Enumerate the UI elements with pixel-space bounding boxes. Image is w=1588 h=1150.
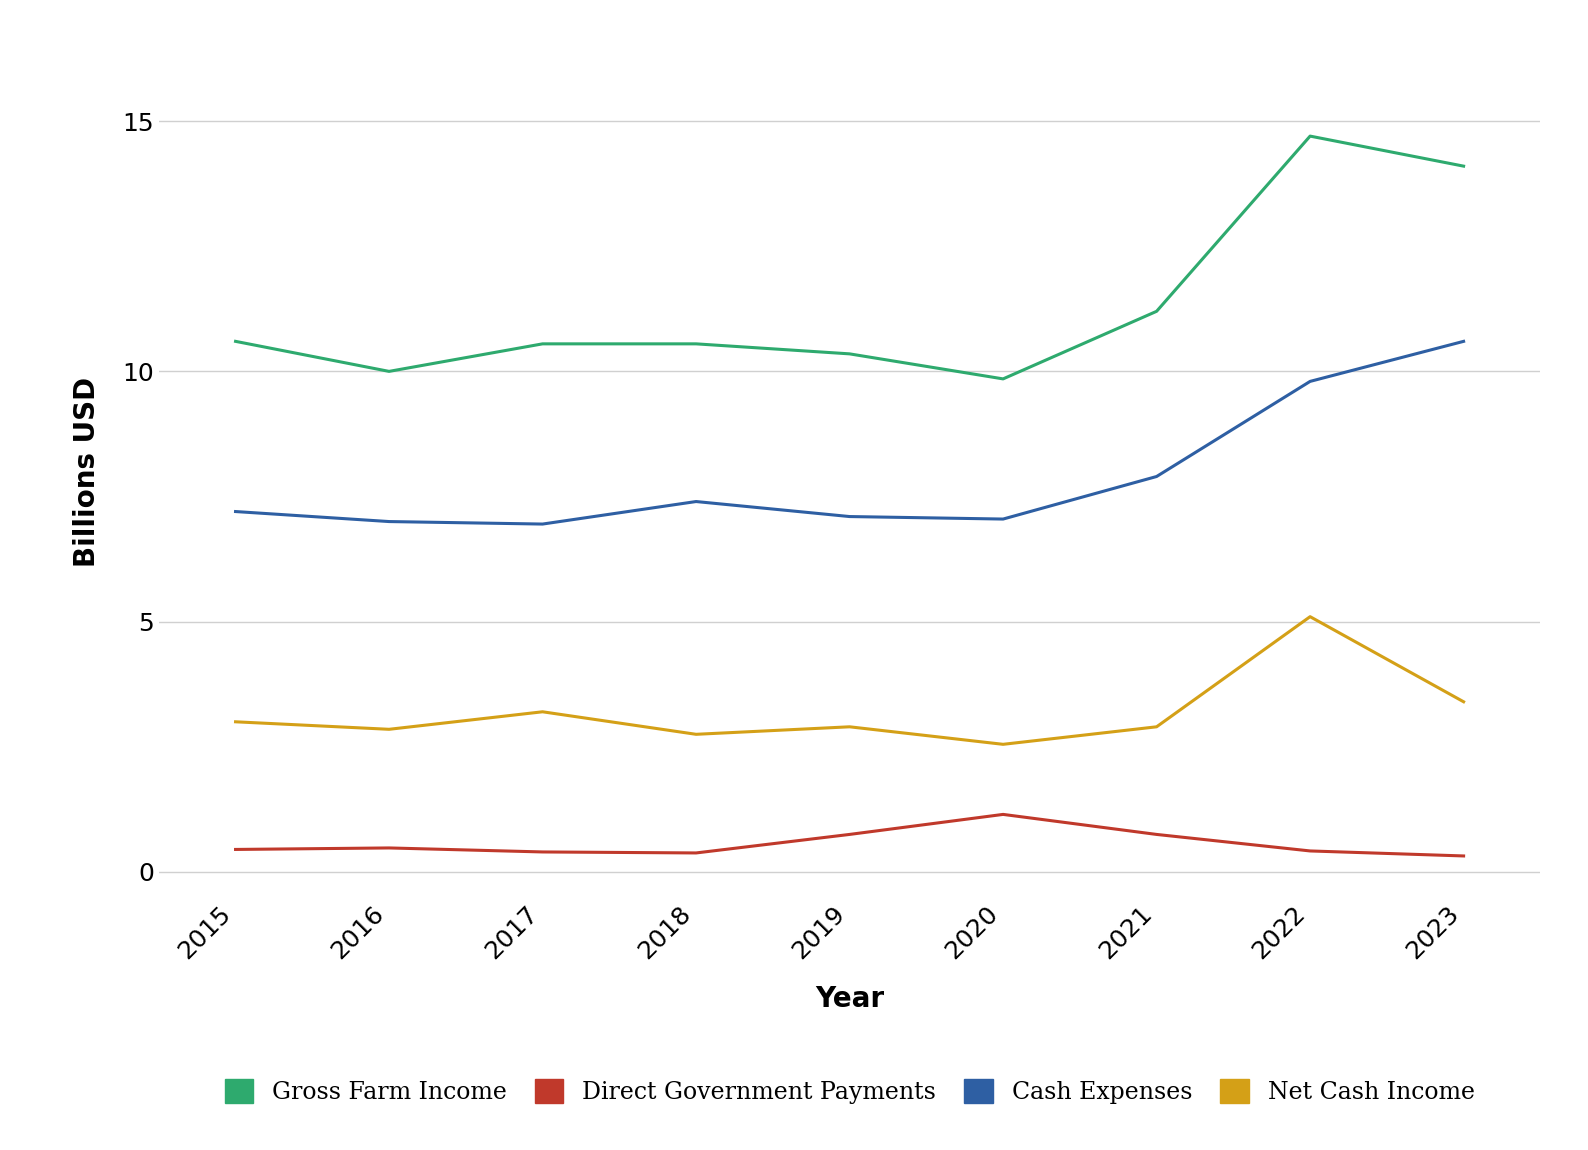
Net Cash Income xyxy=(1147,720,1166,734)
Net Cash Income xyxy=(840,720,859,734)
Net Cash Income xyxy=(534,705,553,719)
Legend: Gross Farm Income, Direct Government Payments, Cash Expenses, Net Cash Income: Gross Farm Income, Direct Government Pay… xyxy=(224,1079,1475,1104)
Cash Expenses xyxy=(225,505,245,519)
Net Cash Income xyxy=(994,737,1013,751)
Line: Net Cash Income: Net Cash Income xyxy=(235,616,1464,744)
Cash Expenses xyxy=(534,518,553,531)
Direct Government Payments xyxy=(534,845,553,859)
Gross Farm Income xyxy=(686,337,705,351)
Gross Farm Income xyxy=(1147,305,1166,319)
Cash Expenses xyxy=(380,515,399,529)
Cash Expenses xyxy=(1301,375,1320,389)
Cash Expenses xyxy=(686,494,705,508)
Line: Gross Farm Income: Gross Farm Income xyxy=(235,136,1464,378)
Net Cash Income xyxy=(1455,695,1474,708)
Direct Government Payments xyxy=(686,846,705,860)
Direct Government Payments xyxy=(840,828,859,842)
Direct Government Payments xyxy=(225,843,245,857)
Direct Government Payments xyxy=(1301,844,1320,858)
Gross Farm Income xyxy=(534,337,553,351)
Line: Direct Government Payments: Direct Government Payments xyxy=(235,814,1464,856)
Gross Farm Income xyxy=(225,335,245,348)
Cash Expenses xyxy=(994,512,1013,526)
Net Cash Income xyxy=(225,715,245,729)
Cash Expenses xyxy=(1147,469,1166,483)
Y-axis label: Billions USD: Billions USD xyxy=(73,376,102,567)
Direct Government Payments xyxy=(1147,828,1166,842)
Direct Government Payments xyxy=(380,841,399,854)
Direct Government Payments xyxy=(1455,849,1474,862)
Net Cash Income xyxy=(1301,610,1320,623)
Gross Farm Income xyxy=(994,371,1013,385)
Gross Farm Income xyxy=(1455,159,1474,172)
Net Cash Income xyxy=(380,722,399,736)
Direct Government Payments xyxy=(994,807,1013,821)
Gross Farm Income xyxy=(840,347,859,361)
Gross Farm Income xyxy=(380,365,399,378)
Cash Expenses xyxy=(840,509,859,523)
Net Cash Income xyxy=(686,728,705,742)
Gross Farm Income xyxy=(1301,129,1320,143)
X-axis label: Year: Year xyxy=(815,984,885,1013)
Line: Cash Expenses: Cash Expenses xyxy=(235,342,1464,524)
Cash Expenses xyxy=(1455,335,1474,348)
